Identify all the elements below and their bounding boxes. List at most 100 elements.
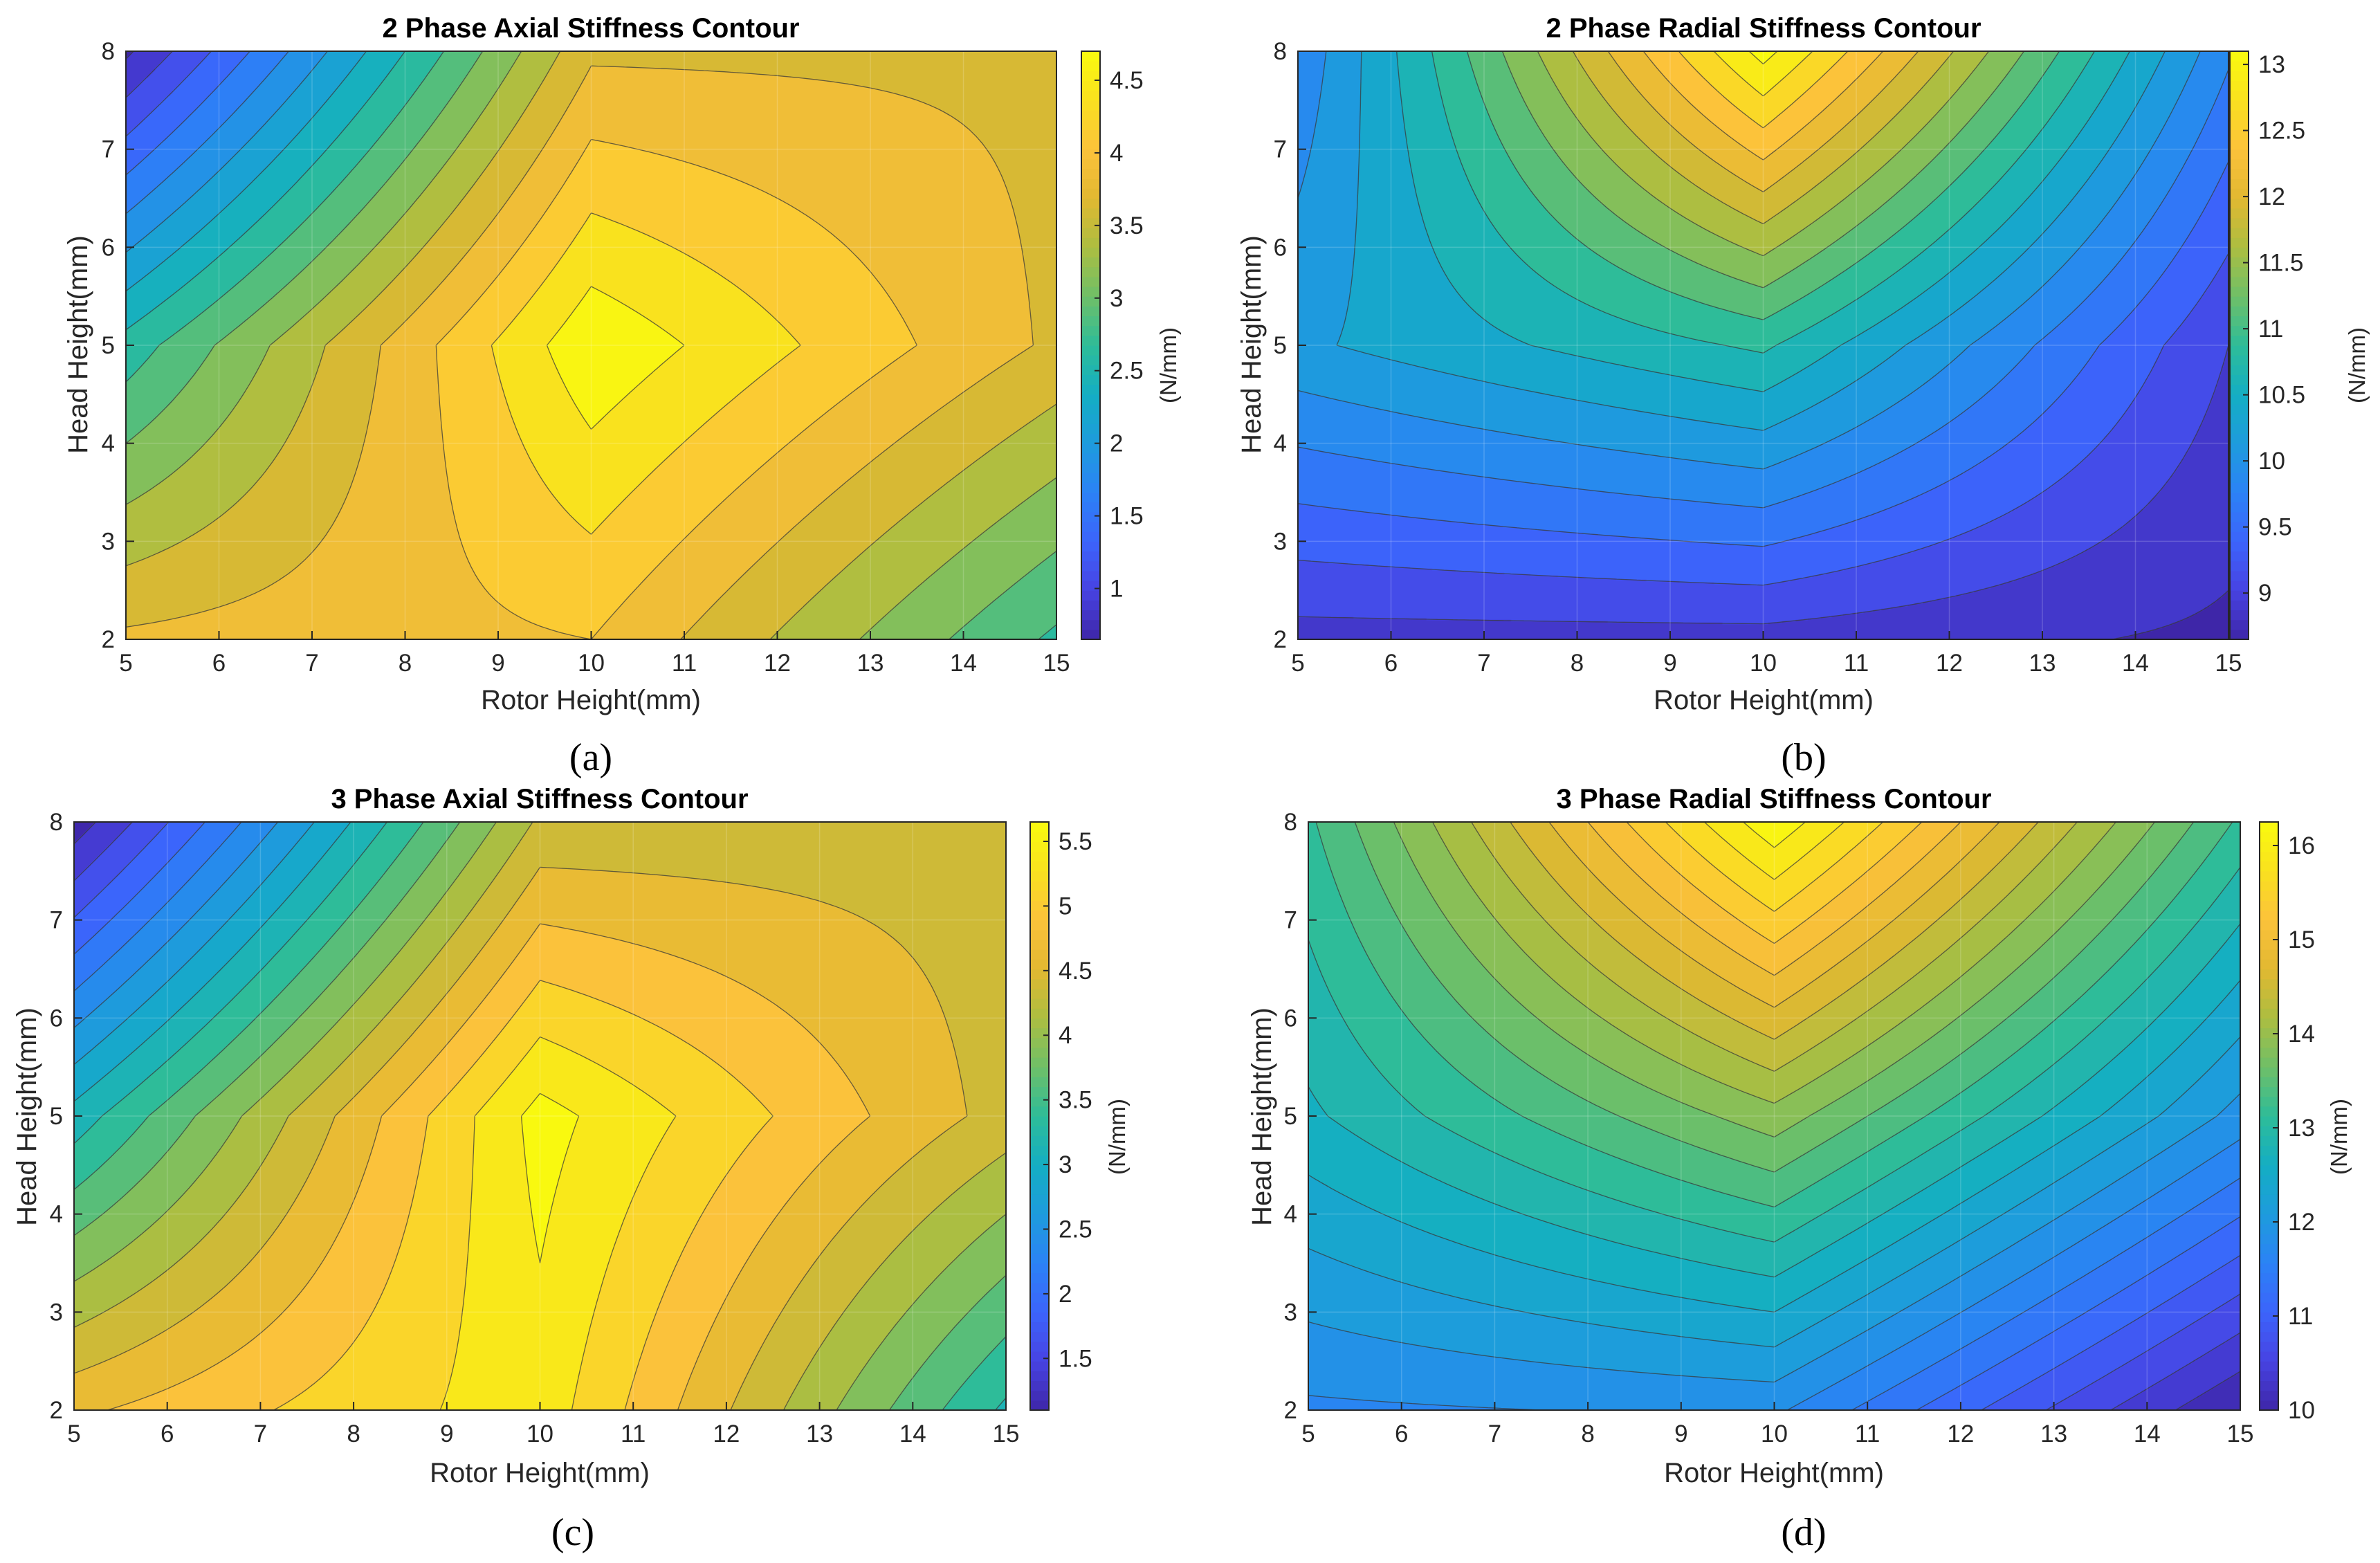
y-tick-label: 2: [102, 626, 115, 653]
colorbar-tick-label: 1: [1110, 576, 1123, 603]
colorbar-segment: [1081, 414, 1100, 424]
colorbar-segment: [1030, 1292, 1049, 1303]
colorbar-tick-label: 3: [1110, 285, 1123, 312]
colorbar-tick-label: 2.5: [1059, 1216, 1092, 1243]
colorbar-segment: [1081, 139, 1100, 150]
colorbar-segment: [1030, 1175, 1049, 1185]
colorbar-tick-label: 5: [1059, 893, 1072, 920]
y-tick-label: 4: [50, 1201, 63, 1228]
colorbar-segment: [2230, 482, 2249, 493]
colorbar-segment: [1081, 51, 1100, 62]
colorbar-segment: [2260, 1302, 2278, 1313]
colorbar-segment: [1030, 959, 1049, 970]
colorbar-frame: [2229, 51, 2249, 640]
colorbar-segment: [1081, 600, 1100, 611]
colorbar-segment: [2230, 51, 2249, 62]
contour-fill: [126, 51, 1056, 639]
colorbar-segment: [1081, 149, 1100, 160]
x-tick-label: 5: [67, 1420, 80, 1447]
colorbar-segment: [1081, 335, 1100, 346]
x-tick-label: 13: [806, 1420, 833, 1447]
colorbar-segment: [1030, 1331, 1049, 1342]
colorbar-segment: [2230, 423, 2249, 435]
colorbar-label-b: (N/mm): [2344, 327, 2370, 403]
contour-lines: [1308, 821, 2241, 1411]
colorbar-segment: [1081, 169, 1100, 179]
colorbar-segment: [1081, 237, 1100, 248]
colorbar-segment: [1030, 1341, 1049, 1352]
colorbar-segment: [2260, 1292, 2278, 1303]
colorbar-segment: [2230, 384, 2249, 395]
colorbar-segment: [1030, 1204, 1049, 1215]
colorbar-segment: [2260, 1116, 2278, 1126]
colorbar-segment: [2230, 619, 2249, 630]
y-tick-label: 5: [1274, 332, 1287, 359]
colorbar-segment: [1030, 1234, 1049, 1244]
colorbar-segment: [1081, 71, 1100, 82]
colorbar-segment: [2260, 1204, 2278, 1215]
colorbar-segment: [2230, 570, 2249, 581]
x-tick-label: 7: [1477, 650, 1490, 677]
colorbar-segment: [2230, 404, 2249, 414]
colorbar-segment: [1081, 198, 1100, 209]
x-tick-label: 14: [899, 1420, 926, 1447]
colorbar-segment: [2260, 841, 2278, 852]
colorbar-segment: [1081, 228, 1100, 238]
colorbar-tick-label: 13: [2258, 51, 2285, 78]
colorbar-tick-label: 1.5: [1059, 1345, 1092, 1372]
colorbar-segment: [2230, 266, 2249, 277]
colorbar-segment: [2260, 1380, 2278, 1391]
colorbar-segment: [2260, 822, 2278, 832]
x-tick-label: 8: [1581, 1420, 1594, 1447]
colorbar-frame: [1081, 51, 1101, 640]
colorbar-segment: [2230, 355, 2249, 365]
colorbar-segment: [1030, 1096, 1049, 1107]
colorbar-segment: [1030, 969, 1049, 980]
x-tick-label: 15: [2227, 1420, 2254, 1447]
panel-label-b: (b): [1781, 736, 1826, 779]
x-tick-label: 10: [1750, 650, 1777, 677]
colorbar-segment: [1030, 1351, 1049, 1362]
colorbar-segment: [1081, 511, 1100, 522]
y-tick-label: 8: [1284, 809, 1297, 836]
x-tick-label: 11: [1844, 650, 1869, 677]
y-axis-label-c: Head Height(mm): [12, 1007, 42, 1226]
colorbar-segment: [1081, 296, 1100, 307]
colorbar-segment: [1030, 1322, 1049, 1333]
colorbar-segment: [1030, 1027, 1049, 1039]
colorbar-segment: [2230, 286, 2249, 297]
colorbar-segment: [2260, 1027, 2278, 1039]
x-tick-label: 8: [1571, 650, 1584, 677]
y-tick-label: 5: [102, 332, 115, 359]
y-tick-label: 2: [50, 1397, 63, 1424]
y-tick-label: 7: [102, 136, 115, 163]
x-tick-label: 11: [621, 1420, 646, 1447]
colorbar-segment: [2230, 365, 2249, 376]
x-axis-label-c: Rotor Height(mm): [430, 1458, 650, 1488]
y-tick-label: 5: [1284, 1103, 1297, 1130]
contour-plot-c: 5 6 7 8 9 10 11 12 13 14 15 2 3 4 5 6 7 8: [50, 809, 1020, 1447]
colorbar-segment: [1030, 988, 1049, 999]
colorbar-segment: [1081, 551, 1100, 562]
panel-b: 2 Phase Radial Stiffness Contour 5 6 7 8 9 10…: [1236, 13, 2370, 779]
x-tick-label: 12: [1936, 650, 1963, 677]
colorbar-tick-label: 4: [1110, 140, 1123, 167]
colorbar-segment: [2230, 610, 2249, 621]
colorbar-tick-label: 4: [1059, 1022, 1072, 1049]
colorbar-tick-label: 2: [1110, 430, 1123, 457]
colorbar-tick-label: 2.5: [1110, 358, 1144, 385]
colorbar-segment: [2260, 1253, 2278, 1264]
colorbar-segment: [2260, 929, 2278, 940]
colorbar-segment: [1081, 463, 1100, 473]
colorbar-segment: [1081, 276, 1100, 287]
chart-title-a: 2 Phase Axial Stiffness Contour: [382, 13, 799, 44]
colorbar-segment: [2260, 1057, 2278, 1068]
colorbar-tick-label: 11.5: [2258, 250, 2304, 277]
y-axis-label-b: Head Height(mm): [1236, 235, 1267, 454]
y-tick-label: 7: [1284, 907, 1297, 934]
colorbar-segment: [2230, 257, 2249, 268]
colorbar-segment: [1081, 502, 1100, 513]
colorbar-segment: [2230, 453, 2249, 464]
x-tick-label: 8: [347, 1420, 360, 1447]
contour-plot-a: 5 6 7 8 9 10 11 12 13 14 15 2 3 4 5 6 7 8: [102, 38, 1070, 677]
